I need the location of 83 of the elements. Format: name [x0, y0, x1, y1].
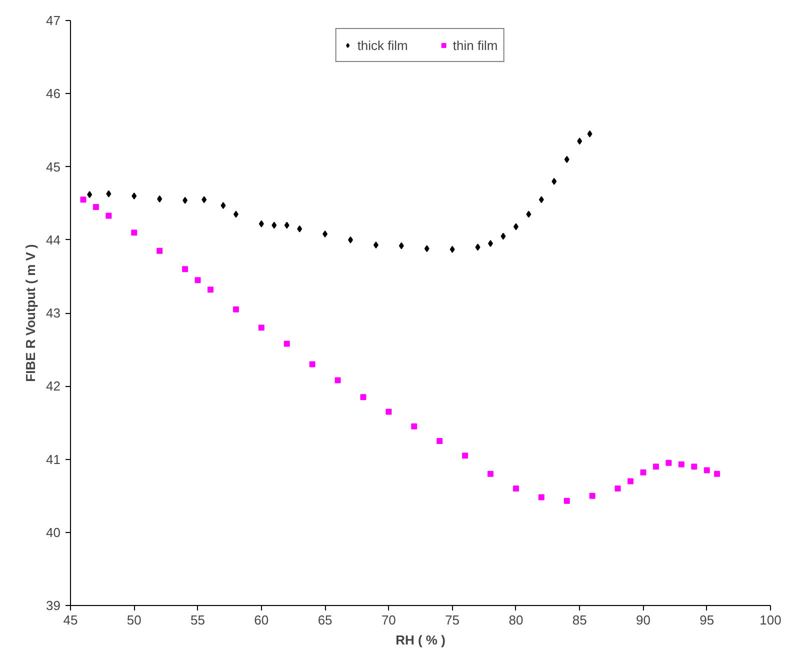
point [513, 223, 518, 230]
point [475, 244, 480, 251]
point [589, 492, 596, 499]
point [678, 461, 684, 468]
point [232, 306, 239, 312]
point [92, 204, 99, 210]
point [272, 222, 277, 229]
point [220, 202, 226, 210]
point [450, 246, 455, 253]
point [538, 494, 544, 500]
y-tick-label: 41 [46, 452, 61, 467]
point [373, 241, 378, 248]
point [284, 340, 290, 347]
point [87, 191, 92, 198]
point [131, 230, 138, 236]
point [297, 225, 302, 232]
point [652, 464, 659, 470]
point [360, 394, 366, 400]
point [691, 464, 698, 470]
y-axis-title: FIBE R Voutput ( m V ) [23, 244, 38, 382]
x-tick-label: 45 [63, 612, 78, 628]
point [258, 324, 264, 331]
point [512, 486, 519, 492]
point [334, 377, 341, 384]
x-tick-label: 85 [572, 612, 587, 628]
point [398, 242, 404, 250]
y-tick-label: 45 [46, 159, 61, 174]
point [258, 220, 264, 228]
point [208, 286, 214, 293]
point [157, 195, 162, 202]
x-tick-label: 60 [254, 612, 269, 628]
point [106, 190, 112, 198]
point [132, 192, 137, 200]
x-tick-label: 65 [318, 612, 332, 628]
y-tick-label: 43 [46, 306, 61, 320]
y-tick-label: 47 [46, 13, 61, 28]
point [436, 438, 443, 444]
x-tick-label: 95 [700, 612, 714, 628]
y-tick-label: 42 [46, 378, 61, 394]
point [202, 196, 207, 204]
y-tick-label: 44 [46, 232, 61, 248]
point [614, 486, 621, 492]
point [182, 196, 188, 204]
point [194, 277, 201, 284]
y-tick-label: 39 [46, 598, 61, 613]
point [182, 266, 188, 272]
point [666, 460, 672, 466]
x-tick-label: 90 [636, 612, 650, 628]
x-tick-label: 80 [508, 612, 524, 628]
point [386, 408, 392, 415]
x-tick-label: 70 [381, 612, 396, 628]
point [714, 470, 720, 477]
point [526, 210, 532, 218]
point [500, 232, 506, 240]
point [640, 469, 646, 476]
point [233, 210, 238, 218]
point [552, 178, 557, 185]
legend-label: thick film [357, 38, 408, 52]
point [577, 138, 582, 145]
point [538, 196, 544, 204]
point [156, 248, 163, 254]
x-tick-label: 50 [126, 612, 142, 628]
point [411, 423, 418, 430]
y-tick-label: 46 [46, 86, 61, 102]
point [488, 470, 494, 477]
point [462, 452, 468, 459]
point [587, 130, 592, 138]
point [80, 196, 86, 203]
point [284, 222, 290, 229]
x-tick-label: 75 [445, 612, 460, 628]
point [704, 467, 710, 474]
x-tick-label: 55 [190, 612, 206, 628]
point [106, 212, 112, 219]
point [424, 245, 430, 252]
legend-label: thin film [452, 38, 498, 52]
point [309, 361, 316, 368]
x-axis-title: RH ( % ) [396, 632, 446, 648]
point [564, 156, 570, 163]
point [564, 498, 570, 504]
point [322, 230, 328, 238]
point [628, 478, 634, 484]
y-tick-label: 40 [46, 524, 61, 540]
x-tick-label: 100 [760, 612, 782, 628]
